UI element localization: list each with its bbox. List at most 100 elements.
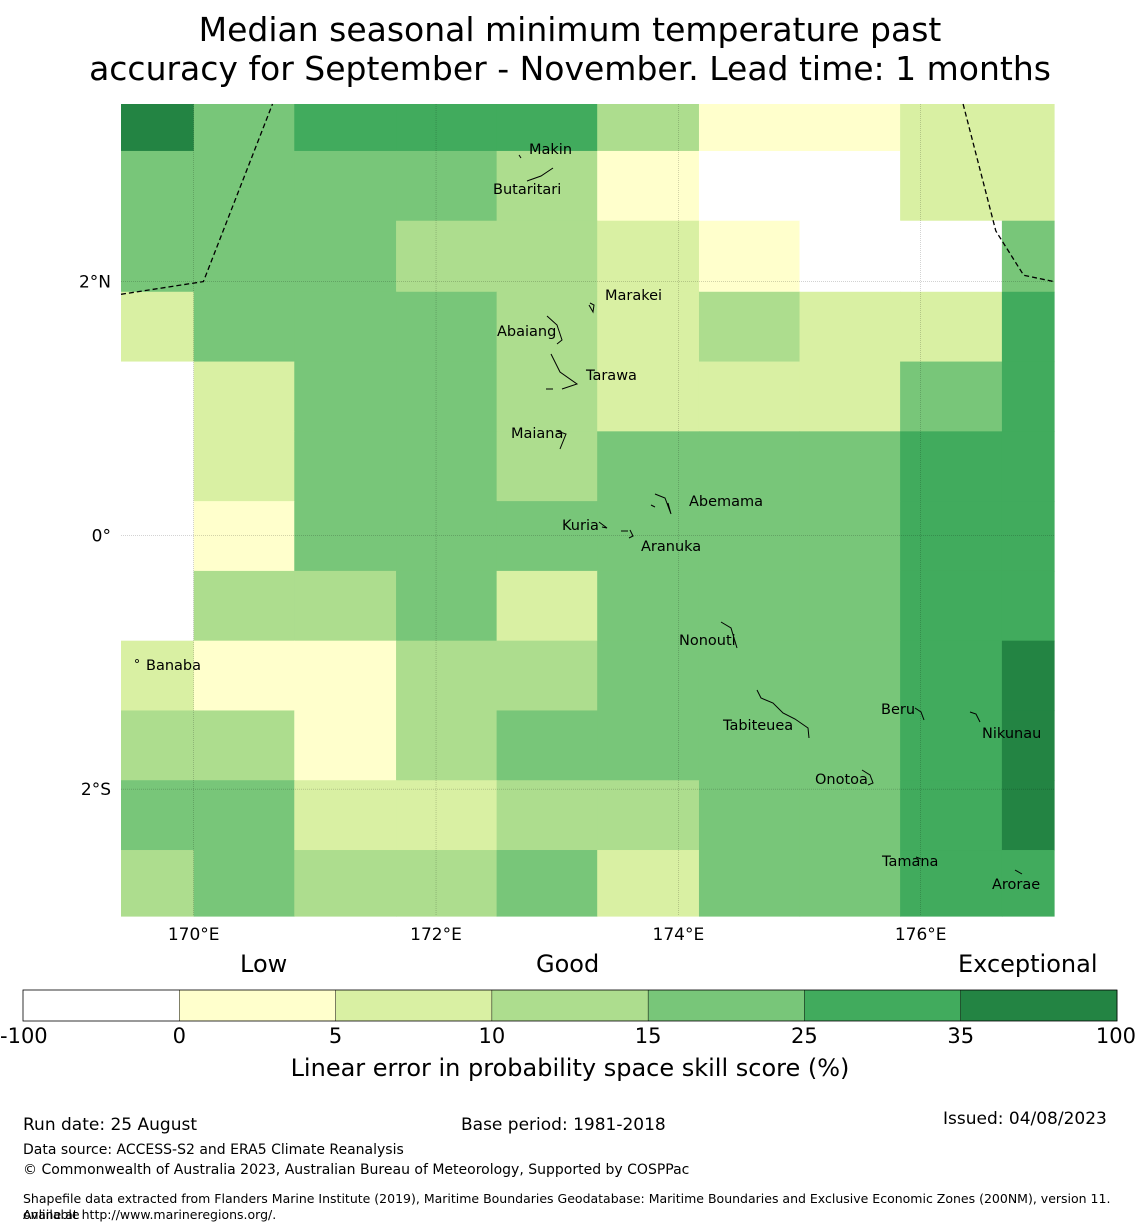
place-label-kuria: Kuria bbox=[562, 518, 599, 534]
skill-cell bbox=[396, 850, 498, 917]
island-outline bbox=[914, 707, 925, 721]
place-label-banaba: Banaba bbox=[146, 658, 201, 674]
copyright: © Commonwealth of Australia 2023, Austra… bbox=[23, 1162, 690, 1178]
skill-cell bbox=[1001, 570, 1055, 642]
colorbar-tick-label: 0 bbox=[172, 1024, 186, 1048]
skill-cell bbox=[496, 501, 598, 572]
skill-cell bbox=[121, 150, 195, 222]
island-outline bbox=[915, 856, 922, 860]
skill-cell bbox=[900, 780, 1003, 851]
graticule bbox=[121, 104, 1054, 916]
skill-cell bbox=[597, 220, 700, 293]
skill-cell bbox=[698, 361, 801, 432]
skill-cell bbox=[294, 431, 397, 502]
skill-cell bbox=[597, 780, 700, 851]
skill-cell bbox=[698, 640, 801, 712]
place-label-nonouti: Nonouti bbox=[679, 633, 736, 649]
skill-cell bbox=[193, 710, 295, 781]
colorbar-outline bbox=[22, 989, 1118, 1022]
longitude-tick-label: 170°E bbox=[168, 925, 220, 945]
skill-cell bbox=[193, 220, 295, 293]
skill-cell bbox=[799, 780, 901, 851]
maritime-boundaries bbox=[120, 103, 1055, 295]
skill-cell bbox=[799, 640, 901, 712]
skill-cell bbox=[193, 640, 295, 712]
colorbar-tick-label: 35 bbox=[947, 1024, 975, 1048]
skill-cell bbox=[396, 361, 498, 432]
longitude-tick-label: 174°E bbox=[653, 925, 705, 945]
skill-cell bbox=[496, 640, 598, 712]
skill-cell bbox=[1001, 291, 1055, 363]
island-outline bbox=[650, 493, 672, 515]
place-label-makin: Makin bbox=[529, 142, 572, 158]
skill-cell bbox=[597, 150, 700, 222]
skill-cell bbox=[698, 710, 801, 781]
colorbar-swatch bbox=[960, 990, 1118, 1021]
colorbar-tick-label: 15 bbox=[634, 1024, 662, 1048]
island-outline bbox=[1014, 869, 1023, 875]
skill-cell bbox=[496, 710, 598, 781]
island-outlines bbox=[135, 154, 1023, 875]
skill-cell bbox=[496, 780, 598, 851]
skill-cell bbox=[396, 780, 498, 851]
skill-cell bbox=[900, 431, 1003, 502]
skill-cell bbox=[900, 361, 1003, 432]
place-label-tamana: Tamana bbox=[881, 854, 938, 870]
place-label-onotoa: Onotoa bbox=[815, 772, 868, 788]
skill-grid bbox=[121, 104, 1055, 917]
skill-cell bbox=[121, 640, 195, 712]
eez-boundary-line bbox=[962, 103, 1055, 283]
skill-cell bbox=[597, 431, 700, 502]
skill-cell bbox=[900, 710, 1003, 781]
skill-cell bbox=[121, 104, 195, 152]
island-outline bbox=[588, 302, 595, 314]
skill-cell bbox=[597, 570, 700, 642]
skill-cell bbox=[396, 220, 498, 293]
place-label-beru: Beru bbox=[881, 702, 915, 718]
skill-cell bbox=[597, 104, 700, 152]
skill-cell bbox=[294, 850, 397, 917]
colorbar bbox=[22, 989, 1118, 1022]
skill-cell bbox=[294, 710, 397, 781]
skill-cell bbox=[193, 291, 295, 363]
skill-cell bbox=[1001, 501, 1055, 572]
skill-cell bbox=[294, 291, 397, 363]
colorbar-tick-label: 100 bbox=[1095, 1024, 1136, 1048]
place-label-nikunau: Nikunau bbox=[982, 726, 1041, 742]
skill-cell bbox=[396, 431, 498, 502]
skill-cell bbox=[193, 780, 295, 851]
skill-cell bbox=[799, 220, 901, 293]
island-outline bbox=[526, 167, 554, 182]
skill-cell bbox=[193, 150, 295, 222]
colorbar-swatch bbox=[491, 990, 649, 1021]
data-source: Data source: ACCESS-S2 and ERA5 Climate … bbox=[23, 1142, 404, 1158]
skill-cell bbox=[193, 501, 295, 572]
skill-cell bbox=[799, 501, 901, 572]
skill-cell bbox=[799, 710, 901, 781]
skill-cell bbox=[698, 150, 801, 222]
latitude-tick-label: 0° bbox=[92, 526, 111, 546]
colorbar-swatch bbox=[23, 990, 180, 1021]
title-line-1: Median seasonal minimum temperature past bbox=[198, 10, 942, 49]
skill-cell bbox=[496, 220, 598, 293]
island-outline bbox=[598, 521, 634, 539]
skill-cell bbox=[193, 570, 295, 642]
base-period: Base period: 1981-2018 bbox=[461, 1115, 666, 1135]
skill-cell bbox=[1001, 780, 1055, 851]
skill-cell bbox=[396, 570, 498, 642]
colorbar-category-good: Good bbox=[536, 950, 600, 978]
colorbar-tick-label: 25 bbox=[791, 1024, 818, 1048]
island-outline bbox=[135, 659, 139, 663]
run-date: Run date: 25 August bbox=[23, 1115, 197, 1135]
skill-cell bbox=[597, 710, 700, 781]
skill-cell bbox=[121, 780, 195, 851]
skill-cell bbox=[900, 104, 1003, 152]
skill-cell bbox=[597, 291, 700, 363]
shapefile-credit-line-2: online at http://www.marineregions.org/. bbox=[23, 1207, 277, 1222]
skill-cell bbox=[121, 361, 195, 432]
skill-cell bbox=[597, 361, 700, 432]
skill-cell bbox=[121, 431, 195, 502]
island-outline bbox=[861, 769, 874, 786]
skill-cell bbox=[496, 850, 598, 917]
skill-cell bbox=[496, 291, 598, 363]
